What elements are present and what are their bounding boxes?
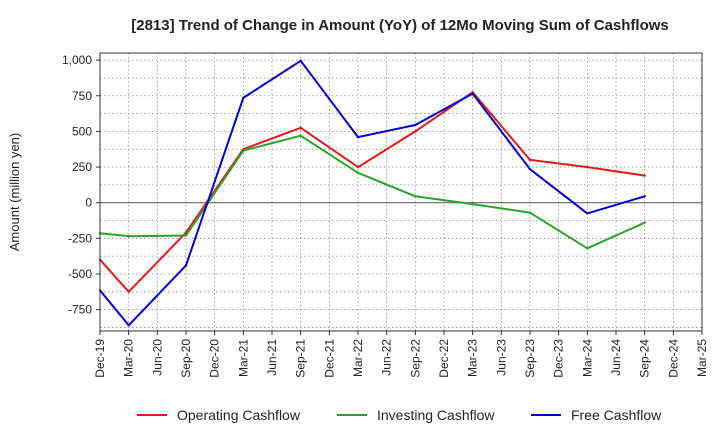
free-cashflow-point <box>643 195 646 198</box>
x-tick-label: Dec-20 <box>208 339 222 378</box>
investing-cashflow-point <box>528 211 532 214</box>
y-tick-label: 0 <box>85 196 92 210</box>
free-cashflow-point <box>528 167 532 171</box>
free-cashflow-point <box>299 59 302 63</box>
free-cashflow-point <box>242 96 245 100</box>
investing-cashflow-point <box>586 247 589 250</box>
operating-cashflow-point <box>586 165 589 169</box>
investing-cashflow-point <box>471 202 474 206</box>
investing-cashflow-legend-label: Investing Cashflow <box>377 407 495 423</box>
x-tick-label: Mar-24 <box>580 339 594 377</box>
investing-cashflow-point <box>414 195 417 198</box>
y-tick-label: 500 <box>72 124 92 138</box>
free-cashflow-point <box>184 264 188 267</box>
x-tick-label: Jun-24 <box>609 339 623 376</box>
x-ticks: Dec-19 Mar-20 Jun-20 Sep-20 Dec-20 Mar-21 Jun-… <box>93 331 709 378</box>
operating-cashflow-line <box>99 91 645 293</box>
x-tick-label: Jun-21 <box>265 339 279 376</box>
x-tick-label: Dec-24 <box>666 339 680 378</box>
operating-cashflow-point <box>643 174 646 177</box>
investing-cashflow-point <box>184 234 188 237</box>
x-tick-label: Sep-22 <box>408 339 422 378</box>
free-cashflow-point <box>127 324 130 327</box>
operating-cashflow-point <box>528 158 532 162</box>
x-tick-label: Jun-22 <box>380 339 394 376</box>
series-group <box>98 59 646 327</box>
x-tick-label: Sep-20 <box>179 339 193 378</box>
x-tick-label: Dec-22 <box>437 339 451 378</box>
operating-cashflow-point <box>127 290 130 293</box>
chart-title: [2813] Trend of Change in Amount (YoY) o… <box>131 17 669 34</box>
free-cashflow-point <box>471 92 474 95</box>
plot-frame <box>99 52 703 332</box>
free-cashflow-point <box>586 212 589 215</box>
x-tick-label: Mar-22 <box>351 339 365 377</box>
y-tick-label: 750 <box>72 89 92 103</box>
investing-cashflow-point <box>356 171 360 174</box>
y-tick-label: 1,000 <box>62 53 92 67</box>
free-cashflow-legend-label: Free Cashflow <box>571 407 662 423</box>
free-cashflow-point <box>414 123 417 127</box>
x-tick-label: Jun-20 <box>150 339 164 376</box>
y-axis-label: Amount (million yen) <box>7 133 22 252</box>
y-tick-label: 250 <box>72 160 92 174</box>
investing-cashflow-point <box>127 234 130 238</box>
x-tick-label: Dec-19 <box>93 339 107 378</box>
investing-cashflow-point <box>643 221 646 224</box>
x-tick-label: Mar-20 <box>122 339 136 377</box>
y-tick-label: -250 <box>68 231 92 245</box>
x-tick-label: Sep-23 <box>523 339 537 378</box>
x-tick-label: Dec-23 <box>552 339 566 378</box>
operating-cashflow-point <box>356 165 360 169</box>
operating-cashflow-point <box>299 126 302 130</box>
y-ticks: -750 -500 -250 0 250 500 750 1,000 <box>62 53 100 317</box>
x-tick-label: Sep-21 <box>294 339 308 378</box>
free-cashflow-point <box>356 135 360 139</box>
free-cashflow-line <box>99 59 645 327</box>
operating-cashflow-point <box>414 130 417 133</box>
x-tick-label: Jun-23 <box>494 339 508 376</box>
x-tick-label: Sep-24 <box>638 339 652 378</box>
legend: Operating Cashflow Investing Cashflow Free… <box>137 407 662 423</box>
x-tick-label: Mar-23 <box>466 339 480 377</box>
operating-cashflow-legend-label: Operating Cashflow <box>177 407 301 423</box>
investing-cashflow-line <box>99 134 646 250</box>
grid <box>100 53 702 331</box>
y-tick-label: -750 <box>68 303 92 317</box>
investing-cashflow-point <box>242 149 245 152</box>
x-tick-label: Dec-21 <box>322 339 336 378</box>
y-tick-label: -500 <box>68 267 92 281</box>
investing-cashflow-point <box>299 134 302 137</box>
x-tick-label: Mar-25 <box>695 339 709 377</box>
x-tick-label: Mar-21 <box>236 339 250 377</box>
